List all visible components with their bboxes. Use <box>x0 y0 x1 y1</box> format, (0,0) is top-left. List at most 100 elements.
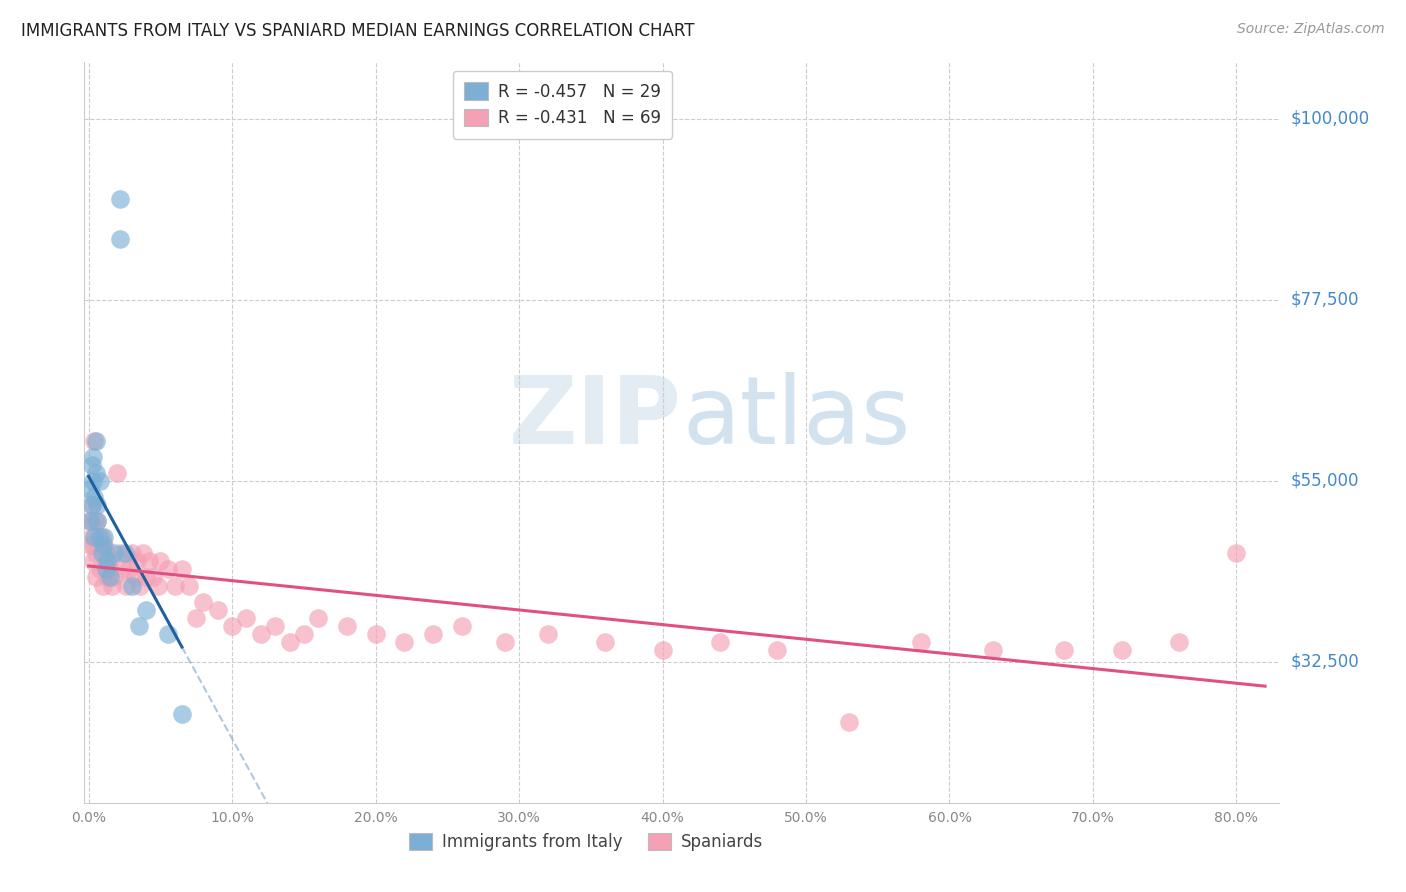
Point <box>90 546 112 560</box>
Point <box>292 627 315 641</box>
Point <box>651 643 673 657</box>
Text: $55,000: $55,000 <box>1291 472 1360 490</box>
Point <box>1168 635 1191 649</box>
Text: $32,500: $32,500 <box>1291 653 1360 671</box>
Point <box>142 570 165 584</box>
Point <box>82 474 104 488</box>
Point <box>981 643 1004 657</box>
Point <box>838 715 860 730</box>
Point <box>115 578 138 592</box>
Point <box>105 466 128 480</box>
Text: IMMIGRANTS FROM ITALY VS SPANIARD MEDIAN EARNINGS CORRELATION CHART: IMMIGRANTS FROM ITALY VS SPANIARD MEDIAN… <box>21 22 695 40</box>
Text: atlas: atlas <box>682 372 910 464</box>
Text: Source: ZipAtlas.com: Source: ZipAtlas.com <box>1237 22 1385 37</box>
Point <box>80 530 103 544</box>
Point <box>128 619 150 633</box>
Point <box>110 546 132 560</box>
Point <box>110 192 132 206</box>
Point <box>103 570 125 584</box>
Point <box>207 602 229 616</box>
Point <box>98 570 121 584</box>
Point <box>156 562 179 576</box>
Point <box>127 554 149 568</box>
Point <box>98 562 121 576</box>
Point <box>110 232 132 246</box>
Point <box>250 627 273 641</box>
Point <box>82 554 104 568</box>
Point <box>138 554 160 568</box>
Point <box>89 474 111 488</box>
Point <box>112 562 135 576</box>
Point <box>91 578 114 592</box>
Point <box>156 627 179 641</box>
Point <box>82 450 104 464</box>
Point <box>82 538 104 552</box>
Point <box>86 514 108 528</box>
Legend: Immigrants from Italy, Spaniards: Immigrants from Italy, Spaniards <box>399 823 773 861</box>
Point <box>537 627 560 641</box>
Point <box>235 610 257 624</box>
Point <box>394 635 416 649</box>
Point <box>146 578 169 592</box>
Point <box>129 578 152 592</box>
Point <box>336 619 359 633</box>
Point <box>79 538 101 552</box>
Point <box>84 434 107 448</box>
Point <box>87 530 110 544</box>
Point <box>94 546 117 560</box>
Text: $100,000: $100,000 <box>1291 110 1369 128</box>
Point <box>89 562 111 576</box>
Point <box>766 643 789 657</box>
Point <box>103 546 125 560</box>
Point <box>93 530 115 544</box>
Text: $77,500: $77,500 <box>1291 291 1360 309</box>
Point <box>87 538 110 552</box>
Point <box>1111 643 1133 657</box>
Point <box>186 610 208 624</box>
Point <box>170 707 193 722</box>
Point <box>135 602 157 616</box>
Point <box>450 619 472 633</box>
Point <box>100 578 122 592</box>
Point <box>307 610 329 624</box>
Point <box>422 627 444 641</box>
Point <box>278 635 301 649</box>
Point <box>80 498 103 512</box>
Point <box>91 538 114 552</box>
Point <box>94 562 117 576</box>
Point <box>121 546 143 560</box>
Point <box>83 434 105 448</box>
Point <box>96 554 118 568</box>
Point <box>83 490 105 504</box>
Point <box>170 562 193 576</box>
Point <box>79 482 101 496</box>
Point <box>121 578 143 592</box>
Point <box>221 619 243 633</box>
Point <box>79 514 101 528</box>
Point <box>177 578 200 592</box>
Point <box>118 562 141 576</box>
Point <box>97 554 120 568</box>
Point <box>84 570 107 584</box>
Point <box>93 538 115 552</box>
Point <box>114 546 136 560</box>
Point <box>364 627 387 641</box>
Point <box>96 570 118 584</box>
Point <box>86 498 108 512</box>
Text: ZIP: ZIP <box>509 372 682 464</box>
Point <box>1053 643 1076 657</box>
Point <box>149 554 172 568</box>
Point <box>84 546 107 560</box>
Point <box>132 546 155 560</box>
Point <box>494 635 516 649</box>
Point <box>264 619 287 633</box>
Point <box>83 530 105 544</box>
Point <box>1225 546 1247 560</box>
Point <box>163 578 186 592</box>
Point <box>593 635 616 649</box>
Point <box>86 514 108 528</box>
Point <box>910 635 932 649</box>
Point <box>83 514 105 528</box>
Point <box>193 594 215 608</box>
Point <box>80 498 103 512</box>
